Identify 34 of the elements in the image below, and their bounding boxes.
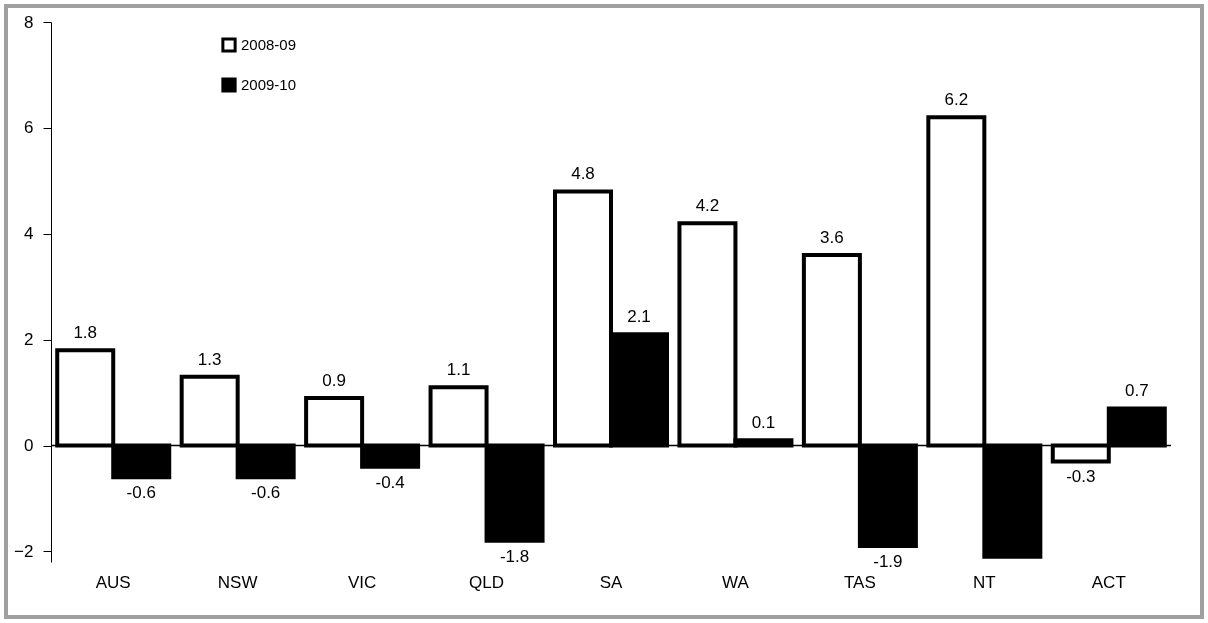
y-tick-label: 8 — [24, 12, 34, 32]
legend-label: 2009-10 — [241, 76, 297, 93]
x-tick-label: ACT — [1091, 572, 1126, 592]
y-tick-label: 6 — [24, 118, 34, 138]
data-label: 0.7 — [1124, 381, 1149, 401]
data-label: 1.1 — [446, 360, 471, 380]
x-tick-label: WA — [722, 572, 750, 592]
data-label: 1.8 — [73, 323, 98, 343]
y-tick-label: −2 — [14, 541, 34, 561]
x-tick-label: TAS — [843, 572, 876, 592]
data-label: 0.1 — [751, 413, 776, 433]
data-label: -1.9 — [873, 552, 903, 572]
data-label: -0.3 — [1066, 467, 1096, 487]
x-tick-label: SA — [599, 572, 623, 592]
data-label: 2.1 — [627, 307, 651, 327]
y-tick-label: 2 — [24, 330, 34, 350]
y-tick-label: 4 — [24, 224, 34, 244]
x-tick-label: VIC — [347, 572, 377, 592]
x-tick-label: QLD — [469, 572, 505, 592]
data-label: 0.9 — [322, 370, 346, 390]
data-label: 4.8 — [571, 164, 595, 184]
data-label: -0.6 — [126, 483, 156, 503]
x-tick-label: NSW — [217, 572, 258, 592]
data-label: 1.3 — [197, 349, 222, 369]
legend-label: 2008-09 — [241, 36, 297, 53]
data-label: -0.6 — [251, 483, 281, 503]
data-label: 4.2 — [695, 196, 720, 216]
data-label: 3.6 — [820, 227, 844, 247]
data-label: -0.4 — [375, 472, 405, 492]
data-label: 6.2 — [944, 90, 969, 110]
y-tick-label: 0 — [24, 436, 34, 456]
x-tick-label: AUS — [95, 572, 131, 592]
x-tick-label: NT — [973, 572, 996, 592]
data-label: -1.8 — [499, 546, 530, 566]
